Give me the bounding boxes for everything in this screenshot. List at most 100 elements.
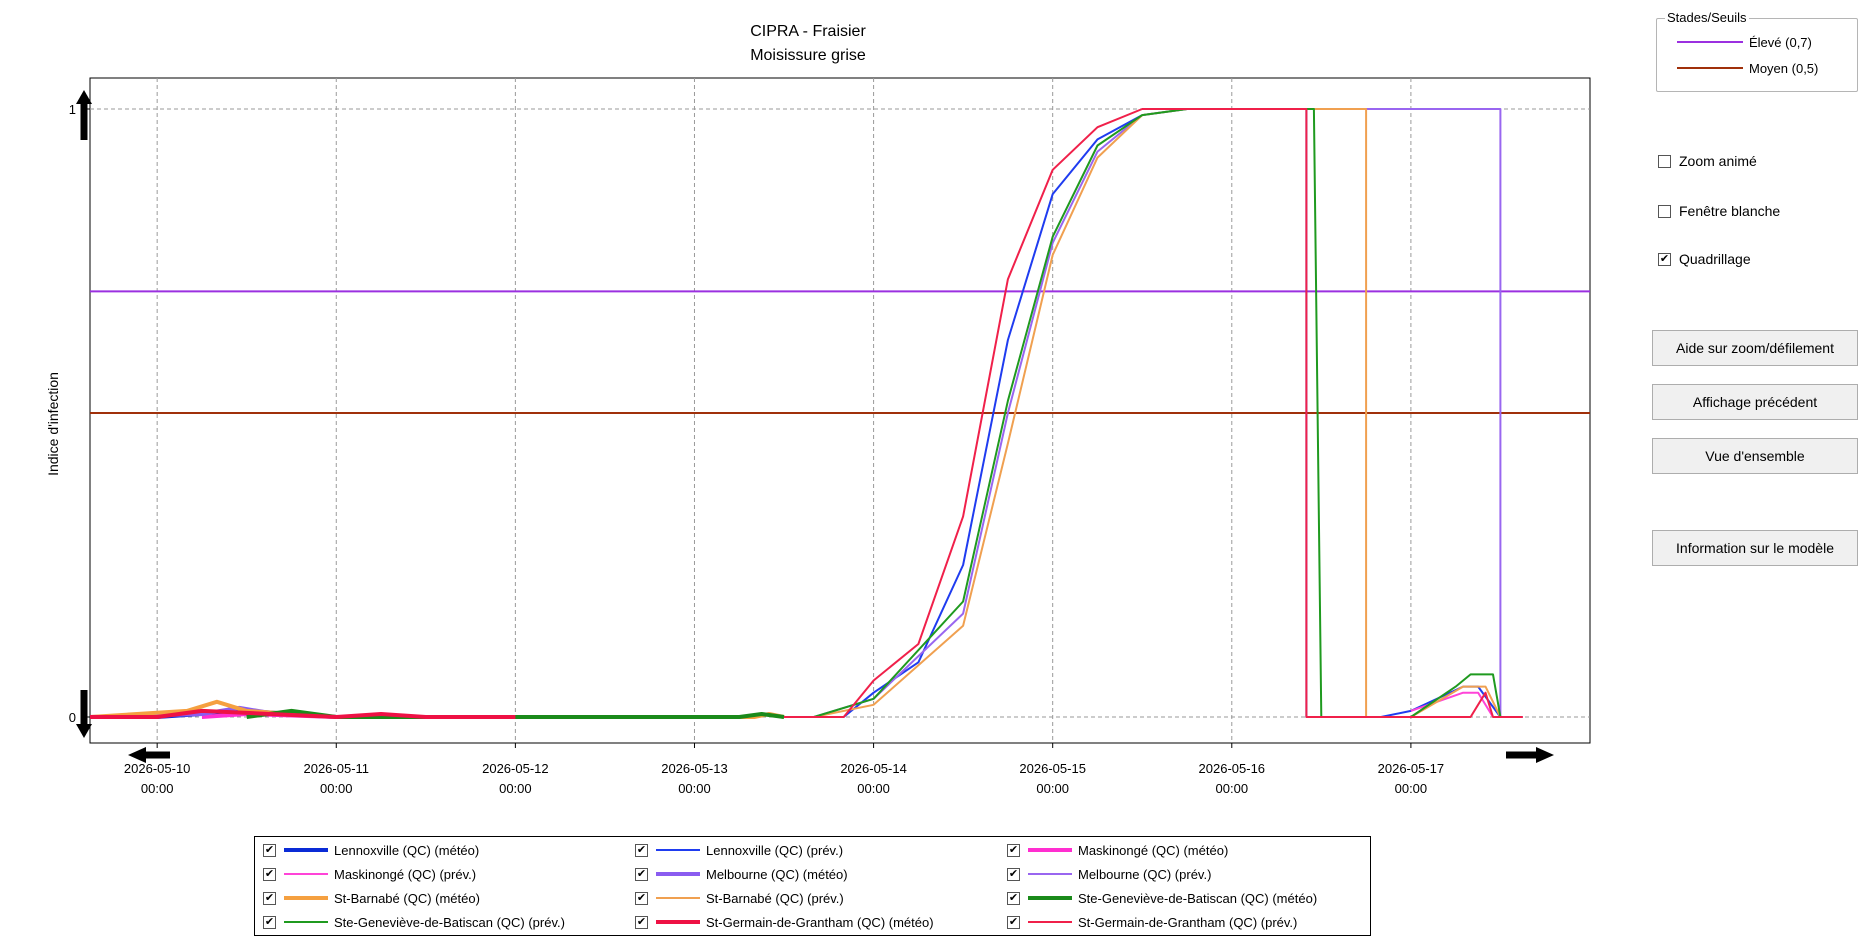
legend-item[interactable]: ✔ St-Germain-de-Grantham (QC) (prév.): [1007, 911, 1297, 933]
legend-item[interactable]: ✔ Ste-Geneviève-de-Batiscan (QC) (prév.): [263, 911, 565, 933]
scroll-left-arrow-icon[interactable]: [128, 747, 170, 763]
series-line: [784, 108, 1523, 718]
legend-swatch: [284, 921, 328, 923]
scroll-down-arrow-icon[interactable]: [76, 690, 92, 738]
legend-label: St-Germain-de-Grantham (QC) (météo): [706, 914, 934, 930]
x-tick-label-date: 2026-05-13: [661, 761, 728, 776]
legend-checkbox[interactable]: ✔: [635, 891, 648, 905]
legend-swatch: [1028, 921, 1072, 923]
x-tick-label-date: 2026-05-14: [840, 761, 907, 776]
legend-item[interactable]: ✔ Maskinongé (QC) (météo): [1007, 839, 1228, 861]
x-tick-label-date: 2026-05-10: [124, 761, 191, 776]
overview-button[interactable]: Vue d'ensemble: [1652, 438, 1858, 474]
chart-title: CIPRA - Fraisier: [750, 23, 866, 40]
legend-item[interactable]: ✔ St-Germain-de-Grantham (QC) (météo): [635, 911, 934, 933]
legend-swatch: [284, 873, 328, 875]
stades-seuils-title: Stades/Seuils: [1665, 10, 1749, 25]
x-tick-label-time: 00:00: [1036, 781, 1069, 796]
zoom-anime-option[interactable]: Zoom animé: [1658, 152, 1757, 170]
legend-item[interactable]: ✔ Melbourne (QC) (météo): [635, 863, 848, 885]
series-line: [246, 708, 785, 719]
legend-item[interactable]: ✔ Lennoxville (QC) (météo): [263, 839, 479, 861]
x-tick-label-date: 2026-05-11: [303, 761, 369, 776]
legend-checkbox[interactable]: ✔: [635, 843, 648, 857]
x-tick-label-date: 2026-05-12: [482, 761, 549, 776]
scroll-right-arrow-icon[interactable]: [1506, 747, 1554, 763]
legend-label: Maskinongé (QC) (météo): [1078, 842, 1229, 858]
legend-checkbox[interactable]: ✔: [635, 867, 648, 881]
legend-swatch: [284, 896, 328, 900]
legend-swatch: [284, 848, 328, 852]
legend-label: Melbourne (QC) (météo): [706, 866, 848, 882]
zoom-anime-label: Zoom animé: [1679, 153, 1757, 169]
legend-checkbox[interactable]: ✔: [635, 915, 648, 929]
stade-eleve-line: [1677, 41, 1743, 43]
x-tick-label-time: 00:00: [141, 781, 174, 796]
x-tick-label-date: 2026-05-17: [1378, 761, 1445, 776]
chart-subtitle: Moisissure grise: [750, 47, 866, 64]
stade-moyen-line: [1677, 67, 1743, 69]
legend-swatch: [1028, 848, 1072, 852]
legend-checkbox[interactable]: ✔: [263, 891, 276, 905]
x-tick-label-time: 00:00: [1395, 781, 1428, 796]
zoom-anime-checkbox[interactable]: [1658, 154, 1671, 168]
legend-item[interactable]: ✔ St-Barnabé (QC) (prév.): [635, 887, 844, 909]
legend-swatch: [656, 897, 700, 899]
quadrillage-option[interactable]: ✔ Quadrillage: [1658, 250, 1751, 268]
legend-label: St-Germain-de-Grantham (QC) (prév.): [1078, 914, 1298, 930]
legend-checkbox[interactable]: ✔: [263, 867, 276, 881]
x-tick-label-date: 2026-05-16: [1199, 761, 1266, 776]
legend-item[interactable]: ✔ St-Barnabé (QC) (météo): [263, 887, 480, 909]
model-info-button[interactable]: Information sur le modèle: [1652, 530, 1858, 566]
previous-view-button[interactable]: Affichage précédent: [1652, 384, 1858, 420]
legend-label: Lennoxville (QC) (météo): [334, 842, 480, 858]
x-tick-label-date: 2026-05-15: [1019, 761, 1086, 776]
series-legend: ✔ Lennoxville (QC) (météo) ✔ Lennoxville (…: [254, 836, 1371, 936]
legend-checkbox[interactable]: ✔: [263, 915, 276, 929]
y-tick-label: 0: [69, 710, 76, 725]
legend-swatch: [656, 872, 700, 876]
legend-checkbox[interactable]: ✔: [1007, 891, 1020, 905]
x-tick-label-time: 00:00: [678, 781, 711, 796]
stade-eleve: Élevé (0,7): [1677, 33, 1812, 51]
stade-eleve-label: Élevé (0,7): [1749, 34, 1812, 50]
threshold-lines: [90, 290, 1590, 414]
legend-checkbox[interactable]: ✔: [263, 843, 276, 857]
zoom-help-button[interactable]: Aide sur zoom/défilement: [1652, 330, 1858, 366]
fenetre-blanche-checkbox[interactable]: [1658, 204, 1671, 218]
legend-item[interactable]: ✔ Lennoxville (QC) (prév.): [635, 839, 843, 861]
fenetre-blanche-label: Fenêtre blanche: [1679, 203, 1781, 219]
stade-moyen: Moyen (0,5): [1677, 59, 1818, 77]
y-tick-label: 1: [69, 102, 76, 117]
legend-label: Melbourne (QC) (prév.): [1078, 866, 1212, 882]
x-tick-label-time: 00:00: [320, 781, 353, 796]
legend-checkbox[interactable]: ✔: [1007, 867, 1020, 881]
legend-swatch: [1028, 873, 1072, 875]
stades-seuils-group: Stades/Seuils Élevé (0,7) Moyen (0,5): [1656, 10, 1858, 92]
quadrillage-label: Quadrillage: [1679, 251, 1751, 267]
x-tick-label-time: 00:00: [499, 781, 532, 796]
grid: [90, 78, 1590, 743]
legend-checkbox[interactable]: ✔: [1007, 915, 1020, 929]
legend-item[interactable]: ✔ Ste-Geneviève-de-Batiscan (QC) (météo): [1007, 887, 1317, 909]
scroll-up-arrow-icon[interactable]: [76, 90, 92, 140]
legend-checkbox[interactable]: ✔: [1007, 843, 1020, 857]
quadrillage-checkbox[interactable]: ✔: [1658, 252, 1671, 266]
legend-swatch: [656, 920, 700, 924]
legend-label: St-Barnabé (QC) (prév.): [706, 890, 844, 906]
legend-swatch: [656, 849, 700, 851]
legend-label: Maskinongé (QC) (prév.): [334, 866, 477, 882]
y-axis-label: Indice d'infection: [45, 372, 61, 476]
legend-item[interactable]: ✔ Melbourne (QC) (prév.): [1007, 863, 1211, 885]
fenetre-blanche-option[interactable]: Fenêtre blanche: [1658, 202, 1780, 220]
legend-swatch: [1028, 896, 1072, 900]
tick-labels: 2026-05-10 00:00 2026-05-11 00:00 2026-05-12…: [69, 102, 1444, 796]
series-line: [813, 108, 1523, 718]
legend-item[interactable]: ✔ Maskinongé (QC) (prév.): [263, 863, 476, 885]
legend-label: Lennoxville (QC) (prév.): [706, 842, 844, 858]
x-tick-label-time: 00:00: [1216, 781, 1249, 796]
legend-label: Ste-Geneviève-de-Batiscan (QC) (prév.): [334, 914, 565, 930]
x-tick-label-time: 00:00: [857, 781, 890, 796]
stade-moyen-label: Moyen (0,5): [1749, 60, 1819, 76]
